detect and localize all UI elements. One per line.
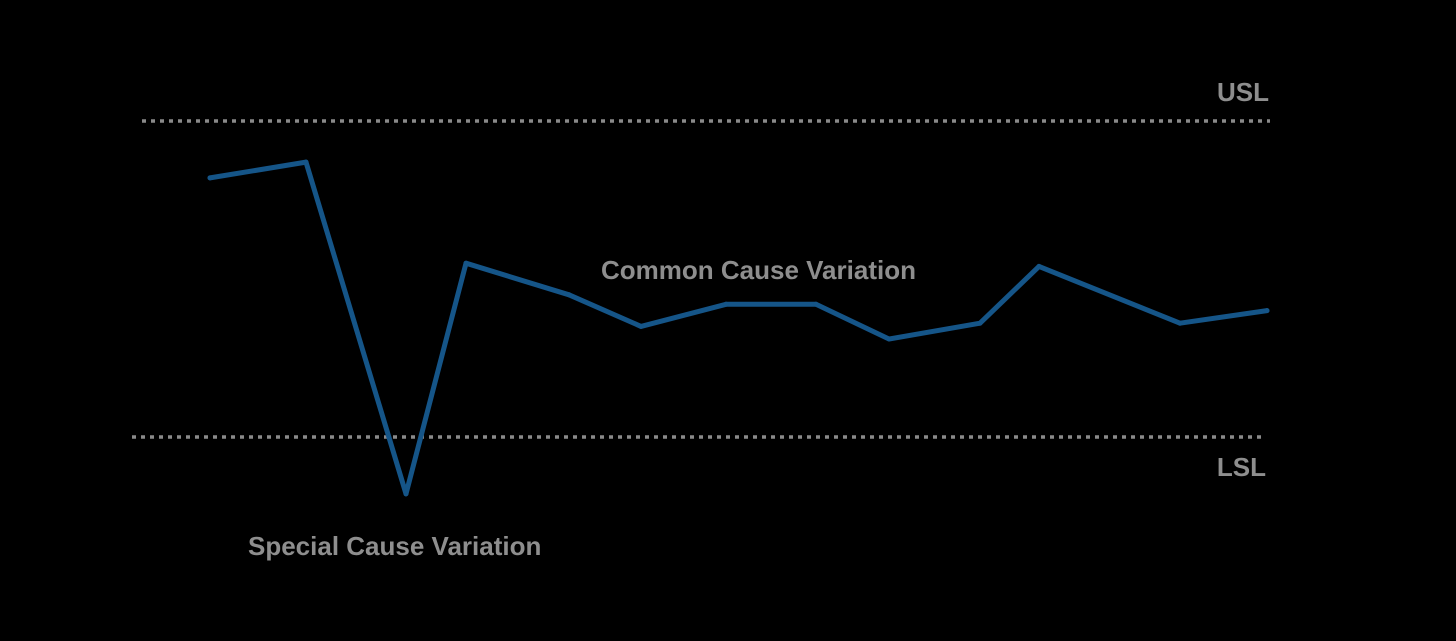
usl-label: USL [1217,77,1269,107]
data-point [566,292,572,298]
common-cause-label: Common Cause Variation [601,255,916,285]
data-point [638,323,644,329]
data-point [813,301,819,307]
series-line [207,159,1270,497]
data-point [977,320,983,326]
data-point [403,491,409,497]
data-point [463,260,469,266]
lsl-label: LSL [1217,452,1266,482]
data-point [886,336,892,342]
data-point [1264,308,1270,314]
data-point [723,301,729,307]
data-point [207,175,213,181]
data-point [1177,320,1183,326]
data-point [1036,263,1042,269]
special-cause-label: Special Cause Variation [248,531,541,561]
data-point [303,159,309,165]
series-group [207,159,1270,497]
